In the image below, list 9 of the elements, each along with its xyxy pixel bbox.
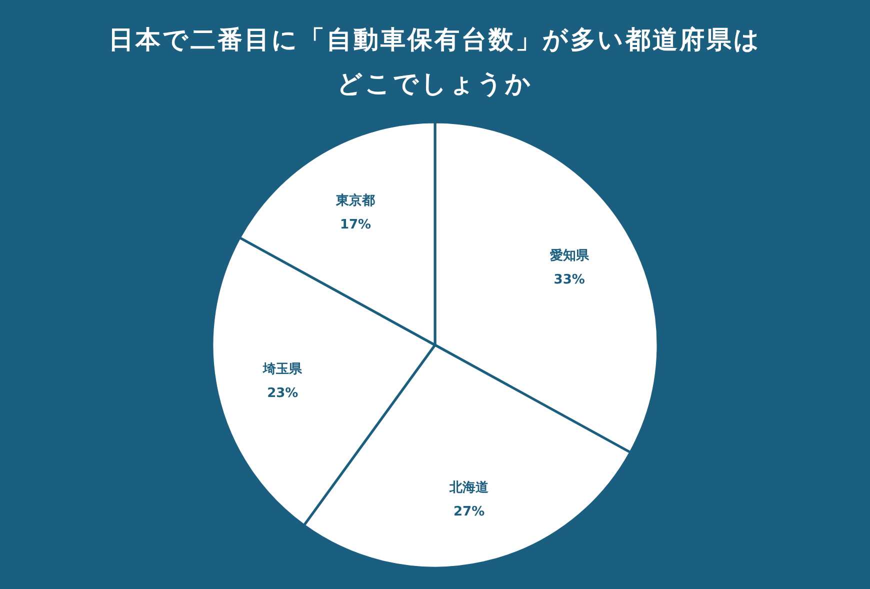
data-label: 17% [340, 218, 372, 233]
slice-label: 埼玉県 [262, 362, 304, 378]
data-label: 23% [267, 386, 298, 402]
data-label: 27% [453, 504, 485, 520]
slice-label: 東京都 [335, 192, 376, 209]
chart-title: 日本で二番目に「自動車保有台数」が多い都道府県はどこでしょうか [108, 24, 762, 100]
slice-label: 愛知県 [550, 248, 590, 264]
data-label: 33% [554, 272, 585, 288]
slice-label: 北海道 [448, 480, 490, 496]
